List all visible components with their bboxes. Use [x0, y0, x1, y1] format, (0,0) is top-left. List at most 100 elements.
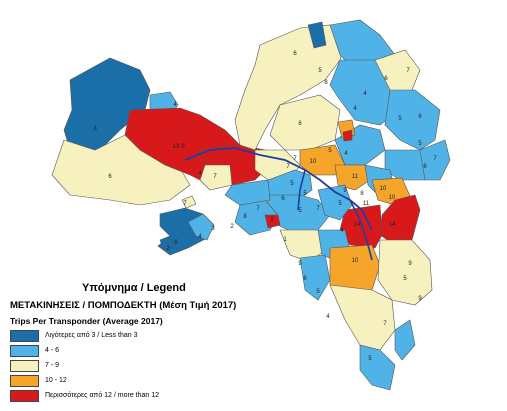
region-value-label: 6 — [108, 174, 112, 180]
region-marathon[interactable] — [384, 89, 441, 151]
region-value-label: 8 — [360, 191, 364, 197]
region-marousi[interactable] — [299, 144, 346, 176]
region-value-label: 5 — [418, 141, 422, 147]
legend-label: 4 - 6 — [45, 347, 60, 354]
region-value-label: 4 — [340, 228, 344, 234]
region-marathon-north[interactable] — [329, 59, 401, 126]
region-value-label: 2 — [270, 217, 274, 223]
region-value-label: 5 — [403, 276, 407, 282]
region-kifisia-red[interactable] — [342, 129, 353, 142]
region-piraeus-red[interactable] — [264, 214, 281, 229]
region-north-top-dark[interactable] — [307, 21, 327, 49]
region-value-label: 11 — [363, 201, 370, 207]
region-lavrio[interactable] — [359, 344, 396, 391]
region-central-north[interactable] — [269, 94, 341, 151]
legend-swatch — [10, 329, 39, 342]
legend-swatch — [10, 344, 39, 357]
region-value-label: 8 — [243, 214, 247, 220]
region-value-label: 10 — [310, 159, 317, 165]
region-value-label: 6 — [298, 121, 302, 127]
region-value-label: 7 — [406, 68, 410, 74]
legend-item: Λιγότερες από 3 / Less than 3 — [10, 328, 308, 343]
region-value-label: 4 — [326, 314, 330, 320]
region-value-label: 3 — [93, 126, 97, 132]
legend-subtitle: ΜΕΤΑΚΙΝΗΣΕΙΣ / ΠΟΜΠΟΔΕΚΤΗ (Μέση Τιμή 201… — [10, 300, 237, 311]
region-aspropyrgos[interactable] — [224, 179, 271, 206]
region-value-label: 6 — [293, 51, 297, 57]
legend-label: 7 - 9 — [45, 362, 60, 369]
region-southeast[interactable] — [377, 239, 433, 306]
region-value-label: 7 — [293, 156, 297, 162]
region-value-label: 9 — [408, 261, 412, 267]
region-athens-east[interactable] — [317, 184, 353, 221]
region-value-label: 4 — [198, 234, 202, 240]
island-west-small-1[interactable] — [159, 235, 175, 251]
region-halandri[interactable] — [334, 164, 371, 191]
region-value-label: 6 — [384, 76, 388, 82]
region-sounio[interactable] — [394, 319, 416, 361]
region-value-label: 3 — [211, 226, 215, 232]
region-value-label: 10 — [380, 186, 387, 192]
region-value-label: 5 — [368, 356, 372, 362]
legend-subtitle-english: Trips Per Transponder (Average 2017) — [10, 316, 163, 326]
region-value-label: 10 — [389, 195, 396, 201]
region-east-coast[interactable] — [419, 139, 451, 181]
region-value-label: 11 — [352, 174, 359, 180]
region-value-label: 7 — [383, 321, 387, 327]
region-value-label: 4 — [344, 151, 348, 157]
region-value-label: 13 — [173, 144, 180, 150]
legend-swatch — [10, 359, 39, 372]
legend-item: Περισσότερες από 12 / more than 12 — [10, 388, 308, 403]
region-value-label: 6 — [418, 114, 422, 120]
region-salamina-east[interactable] — [187, 213, 215, 241]
region-value-label: 9 — [298, 261, 302, 267]
legend-items: Λιγότερες από 3 / Less than 3 4 - 6 7 - 9 1… — [8, 328, 308, 403]
region-value-label: 14 — [354, 222, 361, 228]
legend-label: 10 - 12 — [45, 377, 67, 384]
region-value-label: 4 — [363, 91, 367, 97]
region-value-label: 5 — [338, 201, 342, 207]
region-value-label: 5 — [316, 289, 320, 295]
region-value-label: 5 — [328, 148, 332, 154]
region-value-label: 2 — [166, 246, 170, 252]
region-value-label: 5 — [298, 208, 302, 214]
region-value-label: 7 — [286, 164, 290, 170]
legend-swatch — [10, 389, 39, 402]
region-value-label: 8 — [181, 144, 185, 150]
region-value-label: 2 — [230, 224, 234, 230]
island-north-small-1[interactable] — [181, 195, 197, 209]
region-value-label: 5 — [318, 68, 322, 74]
region-value-label: 7 — [213, 174, 217, 180]
region-value-label: 14 — [389, 222, 396, 228]
motorway-branch-west — [297, 169, 306, 211]
region-voula[interactable] — [299, 254, 331, 301]
legend-swatch — [10, 374, 39, 387]
legend-label: Περισσότερες από 12 / more than 12 — [45, 392, 160, 399]
region-value-label: 5 — [398, 116, 402, 122]
legend-item: 7 - 9 — [10, 358, 308, 373]
region-value-label: 7 — [316, 206, 320, 212]
region-megara-west[interactable] — [63, 57, 151, 161]
region-value-label: 4 — [198, 171, 202, 177]
legend-label: Λιγότερες από 3 / Less than 3 — [45, 332, 138, 339]
region-value-label: 7 — [183, 201, 187, 207]
legend-item: 10 - 12 — [10, 373, 308, 388]
region-value-label: 9 — [343, 188, 347, 194]
region-value-label: 4 — [353, 106, 357, 112]
region-value-label: 6 — [423, 164, 427, 170]
region-value-label: 9 — [418, 296, 422, 302]
motorway-branch-south — [349, 199, 373, 261]
region-value-label: 4 — [173, 102, 177, 108]
region-value-label: 6 — [174, 240, 178, 246]
region-value-label: 5 — [290, 181, 294, 187]
region-value-label: 6 — [281, 196, 285, 202]
region-value-label: 10 — [352, 258, 359, 264]
region-keratea[interactable] — [329, 284, 396, 351]
legend-item: 4 - 6 — [10, 343, 308, 358]
region-value-label: 5 — [303, 191, 307, 197]
region-aspropyrgos-west[interactable] — [199, 164, 233, 191]
legend-title: Υπόμνημα / Legend — [82, 282, 186, 294]
